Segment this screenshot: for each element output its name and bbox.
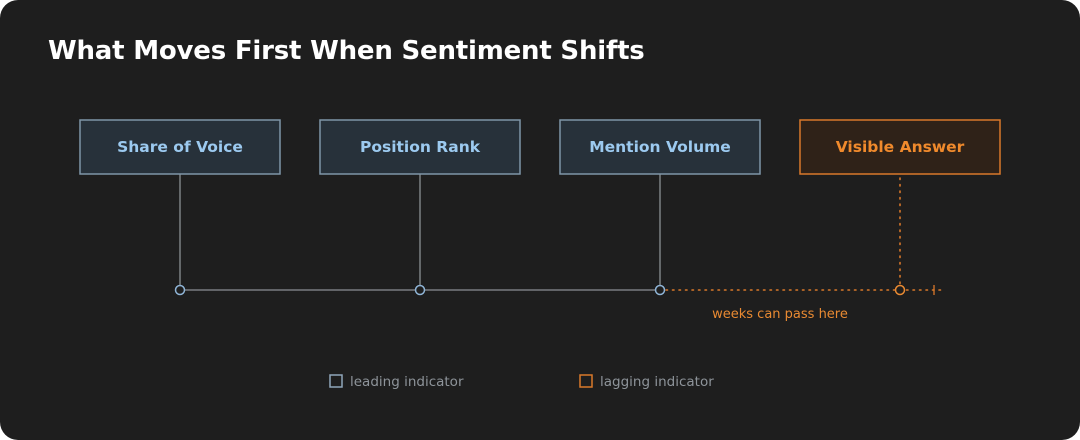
timeline-dot-visible-answer bbox=[894, 284, 906, 296]
timeline-dot-share-of-voice bbox=[174, 284, 186, 296]
timeline-dot-position-rank bbox=[414, 284, 426, 296]
node-share-of-voice: Share of Voice bbox=[79, 119, 281, 175]
legend-swatch-leading bbox=[329, 374, 343, 388]
node-label: Share of Voice bbox=[117, 138, 243, 156]
node-label: Visible Answer bbox=[836, 138, 965, 156]
node-visible-answer: Visible Answer bbox=[799, 119, 1001, 175]
legend-swatch-lagging bbox=[579, 374, 593, 388]
legend: leading indicator lagging indicator bbox=[329, 374, 714, 390]
node-position-rank: Position Rank bbox=[319, 119, 521, 175]
node-label: Position Rank bbox=[360, 138, 481, 156]
legend-label-leading: leading indicator bbox=[350, 374, 464, 390]
timeline-dot-mention-volume bbox=[654, 284, 666, 296]
gap-annotation: weeks can pass here bbox=[712, 307, 848, 322]
node-label: Mention Volume bbox=[589, 138, 731, 156]
diagram-title: What Moves First When Sentiment Shifts bbox=[48, 36, 645, 66]
legend-label-lagging: lagging indicator bbox=[600, 374, 714, 390]
node-mention-volume: Mention Volume bbox=[559, 119, 761, 175]
